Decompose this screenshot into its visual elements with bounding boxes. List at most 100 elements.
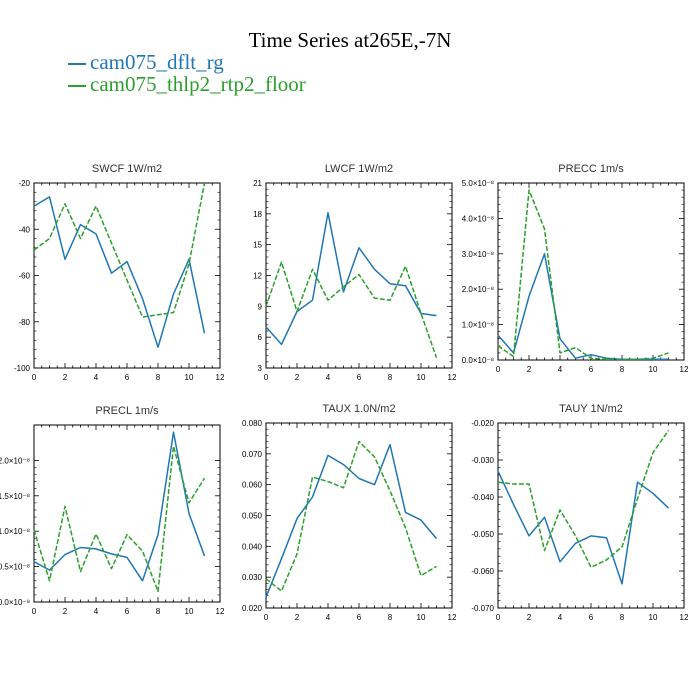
x-tick-label: 6 <box>589 365 594 374</box>
y-tick-label: 3.0×10⁻⁸ <box>462 250 494 259</box>
legend-item-thlp2: cam075_thlp2_rtp2_floor <box>68 72 306 97</box>
panel-title: SWCF 1W/m2 <box>92 163 162 175</box>
chart-panel-3: PRECC 1m/s 0 2 4 6 8 10 12 0.0×10⁻⁸ 1.0×10⁻⁸ 2.0×1… <box>462 163 689 374</box>
x-tick-label: 0 <box>496 365 501 374</box>
x-tick-label: 8 <box>156 373 161 382</box>
legend-item-dflt: cam075_dflt_rg <box>68 50 224 75</box>
y-tick-label: 3 <box>258 364 263 373</box>
x-tick-label: 8 <box>620 613 625 622</box>
y-tick-label: 0.5×10⁻⁸ <box>0 563 30 572</box>
series-line-dflt <box>33 431 206 582</box>
y-tick-label: 0.080 <box>242 419 263 428</box>
x-tick-label: 0 <box>32 373 37 382</box>
y-tick-label: -60 <box>18 272 30 281</box>
y-tick-label: -0.050 <box>471 530 494 539</box>
y-tick-label: -100 <box>14 364 31 373</box>
y-tick-label: 0.0×10⁻⁸ <box>462 356 494 365</box>
chart-panel-4: PRECL 1m/s 0 2 4 6 8 10 12 0.0×10⁻⁸ 0.5×10⁻⁸ 1.0×1… <box>0 405 225 616</box>
plot-frame <box>265 422 453 609</box>
x-tick-label: 4 <box>94 607 99 616</box>
x-tick-label: 4 <box>94 373 99 382</box>
legend-swatch-thlp2 <box>68 85 86 88</box>
y-tick-label: 0.0×10⁻⁸ <box>0 598 30 607</box>
x-tick-label: 0 <box>264 373 269 382</box>
y-tick-label: 0.030 <box>242 573 263 582</box>
y-tick-label: -0.030 <box>471 456 494 465</box>
x-tick-label: 8 <box>388 613 393 622</box>
y-tick-label: 1.0×10⁻⁸ <box>462 321 494 330</box>
x-tick-label: 6 <box>125 373 130 382</box>
x-tick-label: 10 <box>185 373 194 382</box>
y-tick-label: 4.0×10⁻⁸ <box>462 214 494 223</box>
x-tick-label: 2 <box>527 613 532 622</box>
y-tick-label: 0.060 <box>242 481 263 490</box>
y-tick-label: 0.050 <box>242 512 263 521</box>
panel-title: PRECL 1m/s <box>95 405 159 417</box>
x-tick-label: 10 <box>417 613 426 622</box>
x-tick-label: 6 <box>357 613 362 622</box>
x-tick-label: 12 <box>448 613 457 622</box>
series-line-dflt <box>265 443 438 598</box>
legend-label-thlp2: cam075_thlp2_rtp2_floor <box>90 72 306 96</box>
legend-swatch-dflt <box>68 63 86 66</box>
x-tick-label: 12 <box>216 373 225 382</box>
y-tick-label: -80 <box>18 318 30 327</box>
y-tick-label: -0.040 <box>471 493 494 502</box>
page-title: Time Series at265E,-7N <box>248 28 452 52</box>
x-tick-label: 10 <box>649 613 658 622</box>
x-tick-label: 4 <box>326 613 331 622</box>
panel-title: PRECC 1m/s <box>558 163 624 175</box>
x-tick-label: 2 <box>63 607 68 616</box>
plot-frame <box>497 182 685 361</box>
y-tick-label: 6 <box>258 333 263 342</box>
x-tick-label: 4 <box>326 373 331 382</box>
series-line-dflt <box>497 253 669 361</box>
x-tick-label: 8 <box>620 365 625 374</box>
chart-panel-1: SWCF 1W/m2 0 2 4 6 8 10 12 -100 -80 -60 -40 -20 <box>14 163 225 382</box>
series-line-dflt <box>497 470 670 585</box>
x-tick-label: 6 <box>125 607 130 616</box>
y-tick-label: 2.0×10⁻⁸ <box>0 456 30 465</box>
x-tick-label: 2 <box>527 365 532 374</box>
y-tick-label: -0.060 <box>471 567 494 576</box>
series-line-thlp2 <box>33 445 206 593</box>
series-line-thlp2 <box>33 182 206 318</box>
x-tick-label: 8 <box>156 607 161 616</box>
plot-frame <box>497 422 685 609</box>
plot-frame <box>33 424 221 603</box>
x-tick-label: 0 <box>32 607 37 616</box>
chart-panel-6: TAUY 1N/m2 0 2 4 6 8 10 12 -0.070 -0.060 -0.050 -0.… <box>471 403 689 622</box>
series-line-dflt <box>265 212 437 346</box>
y-tick-label: 9 <box>258 302 263 311</box>
x-tick-label: 8 <box>388 373 393 382</box>
x-tick-label: 10 <box>417 373 426 382</box>
y-tick-label: 0.040 <box>242 542 263 551</box>
panel-title: LWCF 1W/m2 <box>325 163 393 175</box>
series-line-thlp2 <box>497 189 669 361</box>
y-tick-label: -0.070 <box>471 604 494 613</box>
x-tick-label: 2 <box>63 373 68 382</box>
y-tick-label: 21 <box>253 179 262 188</box>
y-tick-label: -40 <box>18 225 30 234</box>
x-tick-label: 6 <box>589 613 594 622</box>
x-tick-label: 12 <box>448 373 457 382</box>
x-tick-label: 6 <box>357 373 362 382</box>
x-tick-label: 4 <box>558 365 563 374</box>
series-line-thlp2 <box>265 261 438 358</box>
chart-panel-2: LWCF 1W/m2 0 2 4 6 8 10 12 3 6 9 12 15 18 21 <box>253 163 457 382</box>
y-tick-label: 12 <box>253 272 262 281</box>
y-tick-label: 2.0×10⁻⁸ <box>462 285 494 294</box>
chart-panel-5: TAUX 1.0N/m2 0 2 4 6 8 10 12 0.020 0.030 0.040 0.05… <box>242 403 457 622</box>
x-tick-label: 10 <box>185 607 194 616</box>
x-tick-label: 0 <box>496 613 501 622</box>
panel-title: TAUX 1.0N/m2 <box>322 403 395 415</box>
y-tick-label: 1.5×10⁻⁸ <box>0 492 30 501</box>
y-tick-label: 1.0×10⁻⁸ <box>0 527 30 536</box>
y-tick-label: 5.0×10⁻⁸ <box>462 179 494 188</box>
panel-title: TAUY 1N/m2 <box>559 403 623 415</box>
y-tick-label: 15 <box>253 241 262 250</box>
x-tick-label: 2 <box>295 613 300 622</box>
series-line-thlp2 <box>497 429 670 569</box>
y-tick-label: 18 <box>253 210 262 219</box>
